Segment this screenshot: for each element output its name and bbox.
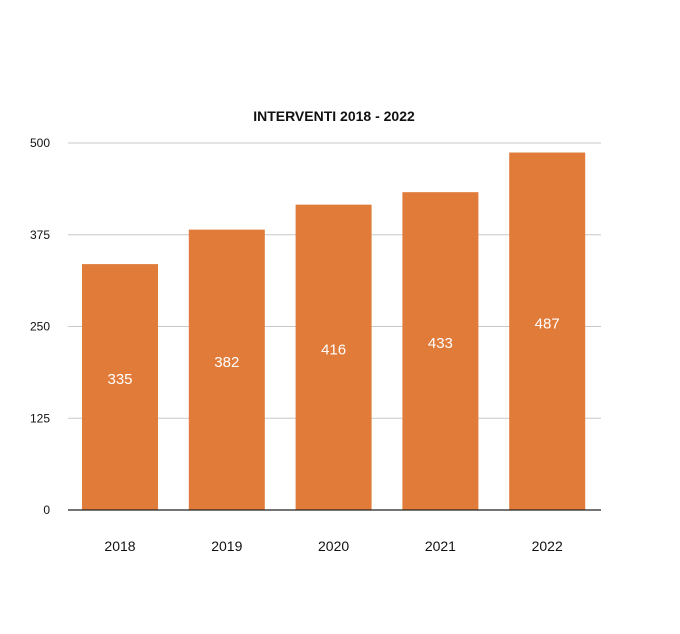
bars — [82, 152, 586, 511]
y-tick-label: 375 — [30, 228, 50, 242]
bar-2021 — [402, 192, 479, 511]
y-tick-label: 125 — [30, 411, 50, 425]
data-labels: 335 382 416 433 487 — [107, 315, 559, 388]
bar-2022 — [509, 152, 586, 511]
y-tick-label: 250 — [30, 320, 50, 334]
x-tick-label-2020: 2020 — [318, 538, 349, 554]
x-tick-label-2021: 2021 — [425, 538, 456, 554]
bar-2018 — [82, 264, 158, 510]
data-label-2021: 433 — [428, 335, 453, 352]
x-tick-label-2019: 2019 — [211, 538, 242, 554]
x-axis-ticks: 2018 2019 2020 2021 2022 — [104, 538, 563, 554]
data-label-2018: 335 — [107, 371, 132, 388]
y-tick-label: 0 — [43, 503, 50, 517]
bar-2019 — [188, 229, 265, 510]
bar-2020 — [295, 204, 372, 510]
data-label-2022: 487 — [535, 315, 560, 332]
x-tick-label-2022: 2022 — [532, 538, 563, 554]
chart-title: INTERVENTI 2018 - 2022 — [253, 108, 415, 124]
y-axis-ticks: 0 125 250 375 500 — [30, 136, 50, 517]
data-label-2019: 382 — [214, 354, 239, 371]
data-label-2020: 416 — [321, 341, 346, 358]
y-tick-label: 500 — [30, 136, 50, 150]
x-tick-label-2018: 2018 — [104, 538, 135, 554]
